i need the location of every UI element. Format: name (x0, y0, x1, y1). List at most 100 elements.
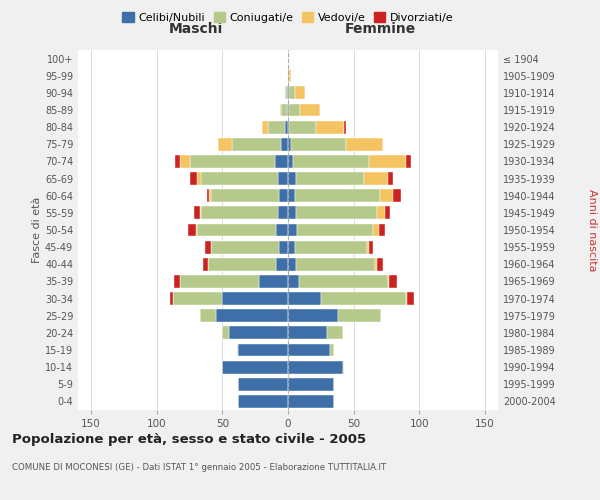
Bar (370, 155, 406, 168)
Bar (281, 138, 288, 150)
Bar (277, 206, 288, 220)
Bar (259, 275, 288, 288)
Bar (238, 395, 288, 408)
Bar (374, 258, 377, 270)
Bar (388, 172, 393, 185)
Bar (293, 155, 370, 168)
Bar (288, 104, 289, 117)
Bar (296, 172, 364, 185)
Bar (193, 206, 200, 220)
Bar (208, 258, 276, 270)
Bar (288, 86, 289, 100)
Bar (209, 190, 211, 202)
Bar (287, 104, 288, 117)
Bar (288, 206, 296, 220)
Bar (288, 120, 289, 134)
Bar (205, 240, 211, 254)
Bar (379, 224, 385, 236)
Bar (288, 310, 338, 322)
Bar (393, 190, 401, 202)
Bar (277, 172, 288, 185)
Bar (385, 206, 391, 220)
Bar (373, 224, 379, 236)
Bar (316, 120, 344, 134)
Text: Anni di nascita: Anni di nascita (587, 188, 597, 271)
Bar (200, 310, 216, 322)
Bar (377, 258, 383, 270)
Bar (289, 120, 316, 134)
Bar (290, 138, 346, 150)
Bar (295, 190, 380, 202)
Bar (268, 120, 286, 134)
Bar (286, 120, 288, 134)
Bar (223, 292, 288, 305)
Bar (288, 190, 295, 202)
Bar (295, 86, 305, 100)
Bar (206, 190, 209, 202)
Bar (321, 292, 406, 305)
Bar (288, 70, 289, 82)
Bar (389, 275, 397, 288)
Bar (406, 292, 407, 305)
Bar (406, 155, 412, 168)
Text: Maschi: Maschi (169, 22, 223, 36)
Bar (281, 104, 287, 117)
Text: Femmine: Femmine (345, 22, 416, 36)
Bar (344, 120, 346, 134)
Bar (346, 138, 383, 150)
Bar (288, 395, 334, 408)
Bar (377, 206, 385, 220)
Bar (288, 258, 296, 270)
Bar (288, 344, 330, 356)
Y-axis label: Fasce di età: Fasce di età (32, 197, 42, 263)
Bar (190, 172, 197, 185)
Bar (296, 206, 377, 220)
Bar (197, 224, 276, 236)
Bar (203, 258, 208, 270)
Bar (238, 344, 288, 356)
Bar (280, 104, 281, 117)
Bar (262, 120, 268, 134)
Bar (288, 224, 297, 236)
Bar (328, 326, 343, 340)
Bar (170, 292, 173, 305)
Bar (175, 155, 181, 168)
Bar (288, 155, 293, 168)
Bar (218, 138, 232, 150)
Bar (202, 172, 277, 185)
Bar (288, 138, 290, 150)
Bar (276, 224, 288, 236)
Bar (380, 190, 393, 202)
Bar (364, 172, 388, 185)
Bar (289, 86, 295, 100)
Bar (287, 86, 288, 100)
Bar (211, 190, 279, 202)
Bar (367, 240, 370, 254)
Bar (288, 172, 296, 185)
Bar (289, 70, 290, 82)
Bar (216, 310, 288, 322)
Bar (211, 240, 279, 254)
Bar (300, 104, 320, 117)
Bar (181, 275, 259, 288)
Bar (276, 258, 288, 270)
Bar (238, 378, 288, 390)
Bar (223, 360, 288, 374)
Bar (288, 360, 343, 374)
Bar (299, 275, 388, 288)
Bar (275, 155, 288, 168)
Bar (296, 258, 374, 270)
Bar (174, 275, 181, 288)
Bar (288, 378, 334, 390)
Bar (338, 310, 381, 322)
Bar (288, 240, 295, 254)
Bar (173, 292, 223, 305)
Bar (223, 326, 229, 340)
Bar (237, 344, 238, 356)
Bar (288, 275, 299, 288)
Bar (388, 275, 389, 288)
Bar (190, 155, 275, 168)
Bar (229, 326, 288, 340)
Text: Popolazione per età, sesso e stato civile - 2005: Popolazione per età, sesso e stato civil… (12, 432, 366, 446)
Bar (197, 172, 202, 185)
